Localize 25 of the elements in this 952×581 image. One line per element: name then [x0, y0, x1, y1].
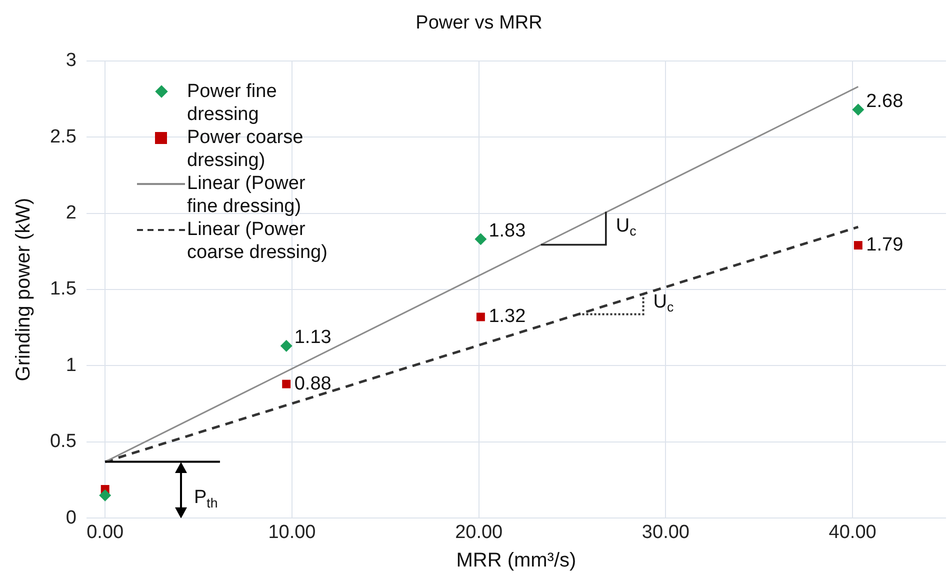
data-label: 0.88	[294, 373, 332, 394]
x-tick-label: 0.00	[86, 522, 124, 543]
data-label: 1.32	[488, 306, 526, 328]
x-axis-title: MRR (mm³/s)	[456, 550, 576, 572]
x-tick-label: 10.00	[268, 522, 316, 543]
y-tick-label: 1.5	[50, 278, 76, 300]
y-tick-label: 0.5	[50, 431, 76, 452]
y-tick-label: 3	[66, 50, 76, 72]
y-tick-label: 2	[66, 202, 76, 224]
data-label: 2.68	[866, 90, 904, 112]
legend-label: Linear (Power fine dressing)	[187, 172, 306, 218]
legend-label: Power fine dressing	[187, 80, 278, 126]
x-tick-label: 30.00	[642, 522, 690, 543]
legend-label: Linear (Power coarse dressing)	[187, 218, 328, 264]
y-tick-label: 2.5	[50, 126, 76, 148]
x-tick-label: 40.00	[828, 522, 876, 543]
legend-label: Power coarse dressing)	[187, 126, 304, 172]
data-label: 1.79	[866, 234, 904, 256]
x-tick-label: 20.00	[455, 522, 503, 543]
y-tick-label: 1	[66, 354, 76, 376]
y-axis-title: Grinding power (kW)	[12, 198, 35, 382]
y-tick-label: 0	[66, 507, 76, 528]
chart-title: Power vs MRR	[416, 12, 542, 34]
data-label: 1.13	[294, 327, 332, 348]
data-label: 1.83	[488, 220, 526, 242]
